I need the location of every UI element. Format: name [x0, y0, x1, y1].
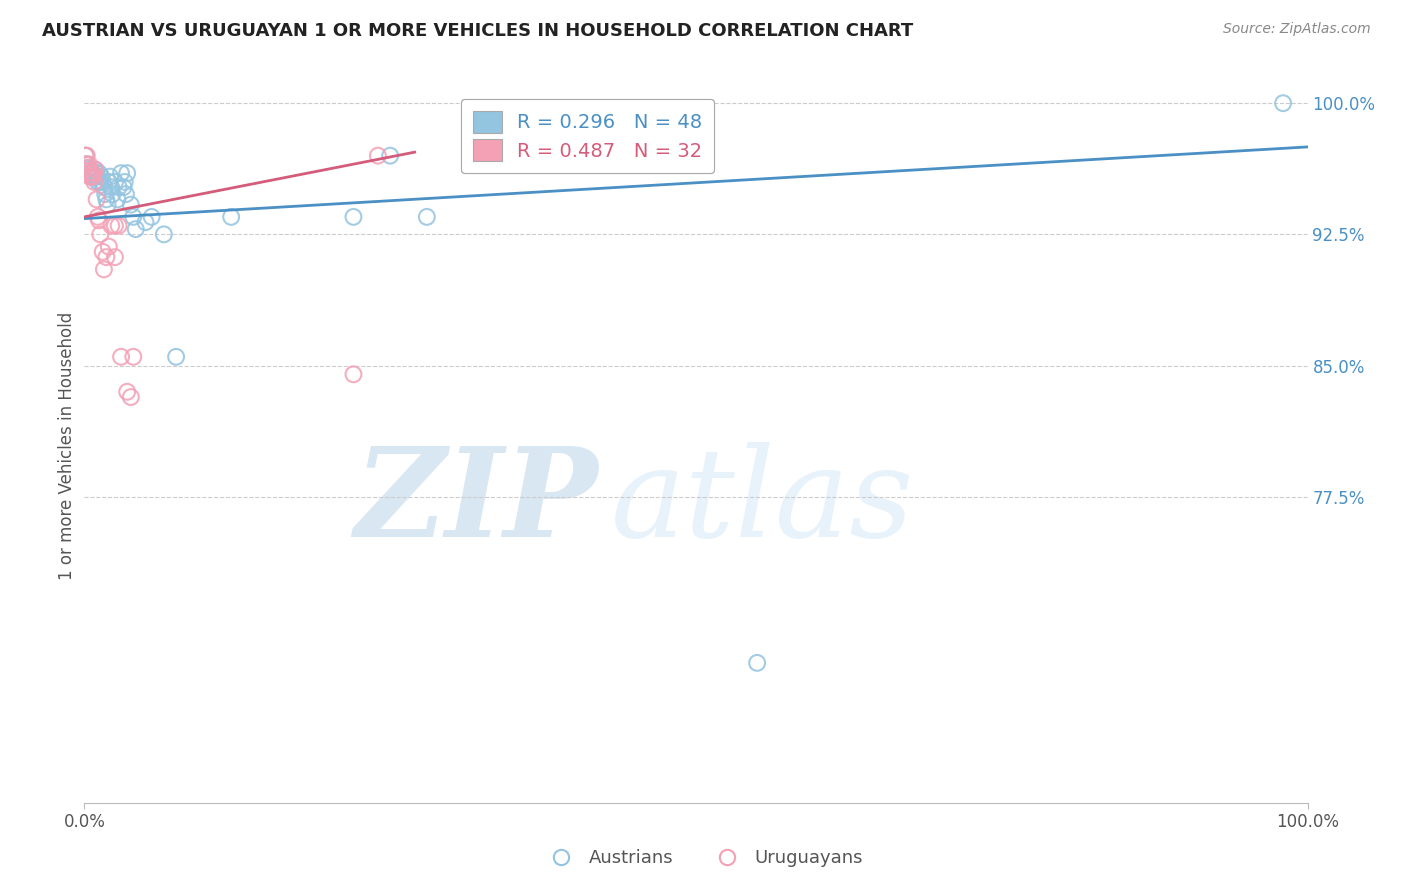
- Point: [87, 175, 110, 189]
- Point: [342, 368, 364, 382]
- Point: [77, 161, 100, 175]
- Point: [84, 169, 107, 184]
- Point: [80, 169, 103, 184]
- Legend: R = 0.296   N = 48, R = 0.487   N = 32: R = 0.296 N = 48, R = 0.487 N = 32: [461, 99, 714, 173]
- Point: [112, 180, 135, 194]
- Point: [76, 157, 98, 171]
- Point: [89, 175, 111, 189]
- Point: [120, 197, 142, 211]
- Point: [107, 219, 129, 233]
- Point: [97, 239, 120, 253]
- Point: [86, 166, 108, 180]
- Point: [86, 169, 108, 184]
- Point: [120, 390, 142, 404]
- Point: [380, 149, 402, 163]
- Point: [94, 187, 117, 202]
- Point: [91, 244, 114, 259]
- Point: [93, 262, 115, 277]
- Point: [79, 169, 101, 184]
- Point: [104, 250, 127, 264]
- Point: [79, 169, 101, 184]
- Point: [84, 162, 107, 177]
- Point: [97, 197, 120, 211]
- Point: [135, 215, 157, 229]
- Point: [96, 250, 118, 264]
- Point: [77, 166, 100, 180]
- Point: [97, 175, 120, 189]
- Point: [87, 213, 110, 227]
- Point: [83, 175, 105, 189]
- Point: [141, 210, 163, 224]
- Point: [122, 350, 145, 364]
- Point: [114, 175, 136, 189]
- Point: [115, 166, 138, 180]
- Point: [87, 166, 110, 180]
- Point: [82, 166, 104, 180]
- Point: [165, 350, 187, 364]
- Point: [104, 219, 127, 233]
- Point: [86, 193, 108, 207]
- Point: [79, 166, 101, 180]
- Point: [100, 180, 122, 194]
- Point: [107, 180, 129, 194]
- Point: [416, 210, 439, 224]
- Point: [104, 175, 127, 189]
- Point: [82, 166, 104, 180]
- Point: [747, 656, 769, 670]
- Point: [110, 166, 132, 180]
- Point: [125, 222, 148, 236]
- Point: [98, 169, 121, 184]
- Point: [83, 169, 105, 184]
- Point: [77, 161, 100, 175]
- Point: [90, 169, 112, 184]
- Point: [153, 227, 176, 242]
- Point: [82, 169, 104, 184]
- Y-axis label: 1 or more Vehicles in Household: 1 or more Vehicles in Household: [58, 312, 76, 580]
- Point: [76, 157, 98, 171]
- Point: [100, 219, 122, 233]
- Legend: Austrians, Uruguayans: Austrians, Uruguayans: [536, 842, 870, 874]
- Point: [87, 210, 110, 224]
- Point: [75, 157, 97, 171]
- Point: [122, 210, 145, 224]
- Point: [77, 166, 100, 180]
- Text: ZIP: ZIP: [354, 442, 598, 564]
- Text: atlas: atlas: [610, 442, 914, 564]
- Text: Source: ZipAtlas.com: Source: ZipAtlas.com: [1223, 22, 1371, 37]
- Point: [115, 187, 138, 202]
- Point: [367, 149, 389, 163]
- Point: [101, 187, 124, 202]
- Point: [77, 162, 100, 177]
- Point: [219, 210, 242, 224]
- Point: [110, 350, 132, 364]
- Point: [79, 166, 101, 180]
- Point: [76, 149, 98, 163]
- Point: [80, 169, 103, 184]
- Point: [91, 175, 114, 189]
- Point: [1272, 96, 1295, 111]
- Point: [89, 227, 111, 242]
- Point: [96, 193, 118, 207]
- Point: [75, 149, 97, 163]
- Point: [84, 162, 107, 177]
- Point: [342, 210, 364, 224]
- Text: AUSTRIAN VS URUGUAYAN 1 OR MORE VEHICLES IN HOUSEHOLD CORRELATION CHART: AUSTRIAN VS URUGUAYAN 1 OR MORE VEHICLES…: [42, 22, 914, 40]
- Point: [75, 149, 97, 163]
- Point: [77, 157, 100, 171]
- Point: [105, 193, 128, 207]
- Point: [115, 384, 138, 399]
- Point: [93, 180, 115, 194]
